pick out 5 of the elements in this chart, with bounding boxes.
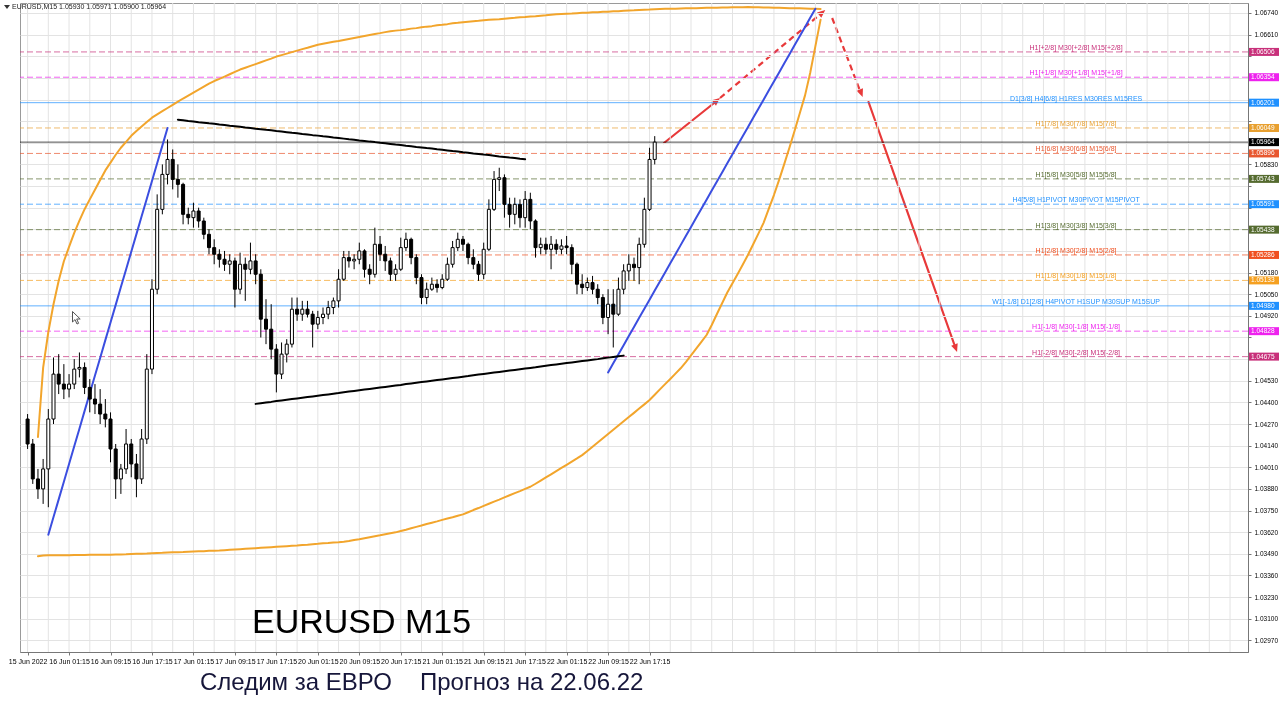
text: EURUSD M15 — [252, 602, 472, 640]
line-series — [254, 354, 625, 405]
text: Следим за ЕВРО — [200, 668, 392, 695]
text: Прогноз на 22.06.22 — [420, 668, 644, 695]
line-series — [47, 126, 169, 536]
